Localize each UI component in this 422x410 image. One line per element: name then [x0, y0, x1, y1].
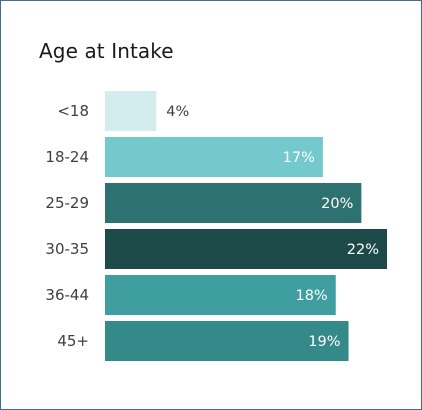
bar [105, 321, 349, 361]
bar [105, 275, 336, 315]
bar [105, 91, 157, 131]
value-label: 18% [295, 288, 327, 304]
value-label: 20% [321, 196, 353, 212]
value-label: 4% [166, 104, 189, 120]
value-label: 22% [347, 242, 379, 258]
bar [105, 137, 323, 177]
category-label: 25-29 [45, 194, 89, 212]
value-label: 19% [308, 334, 340, 350]
category-label: 18-24 [45, 148, 89, 166]
bar [105, 229, 387, 269]
category-label: 30-35 [45, 240, 89, 258]
bar [105, 183, 362, 223]
category-label: <18 [57, 102, 89, 120]
value-label: 17% [283, 150, 315, 166]
chart-title: Age at Intake [39, 39, 174, 63]
category-label: 45+ [57, 332, 89, 350]
category-label: 36-44 [45, 286, 89, 304]
